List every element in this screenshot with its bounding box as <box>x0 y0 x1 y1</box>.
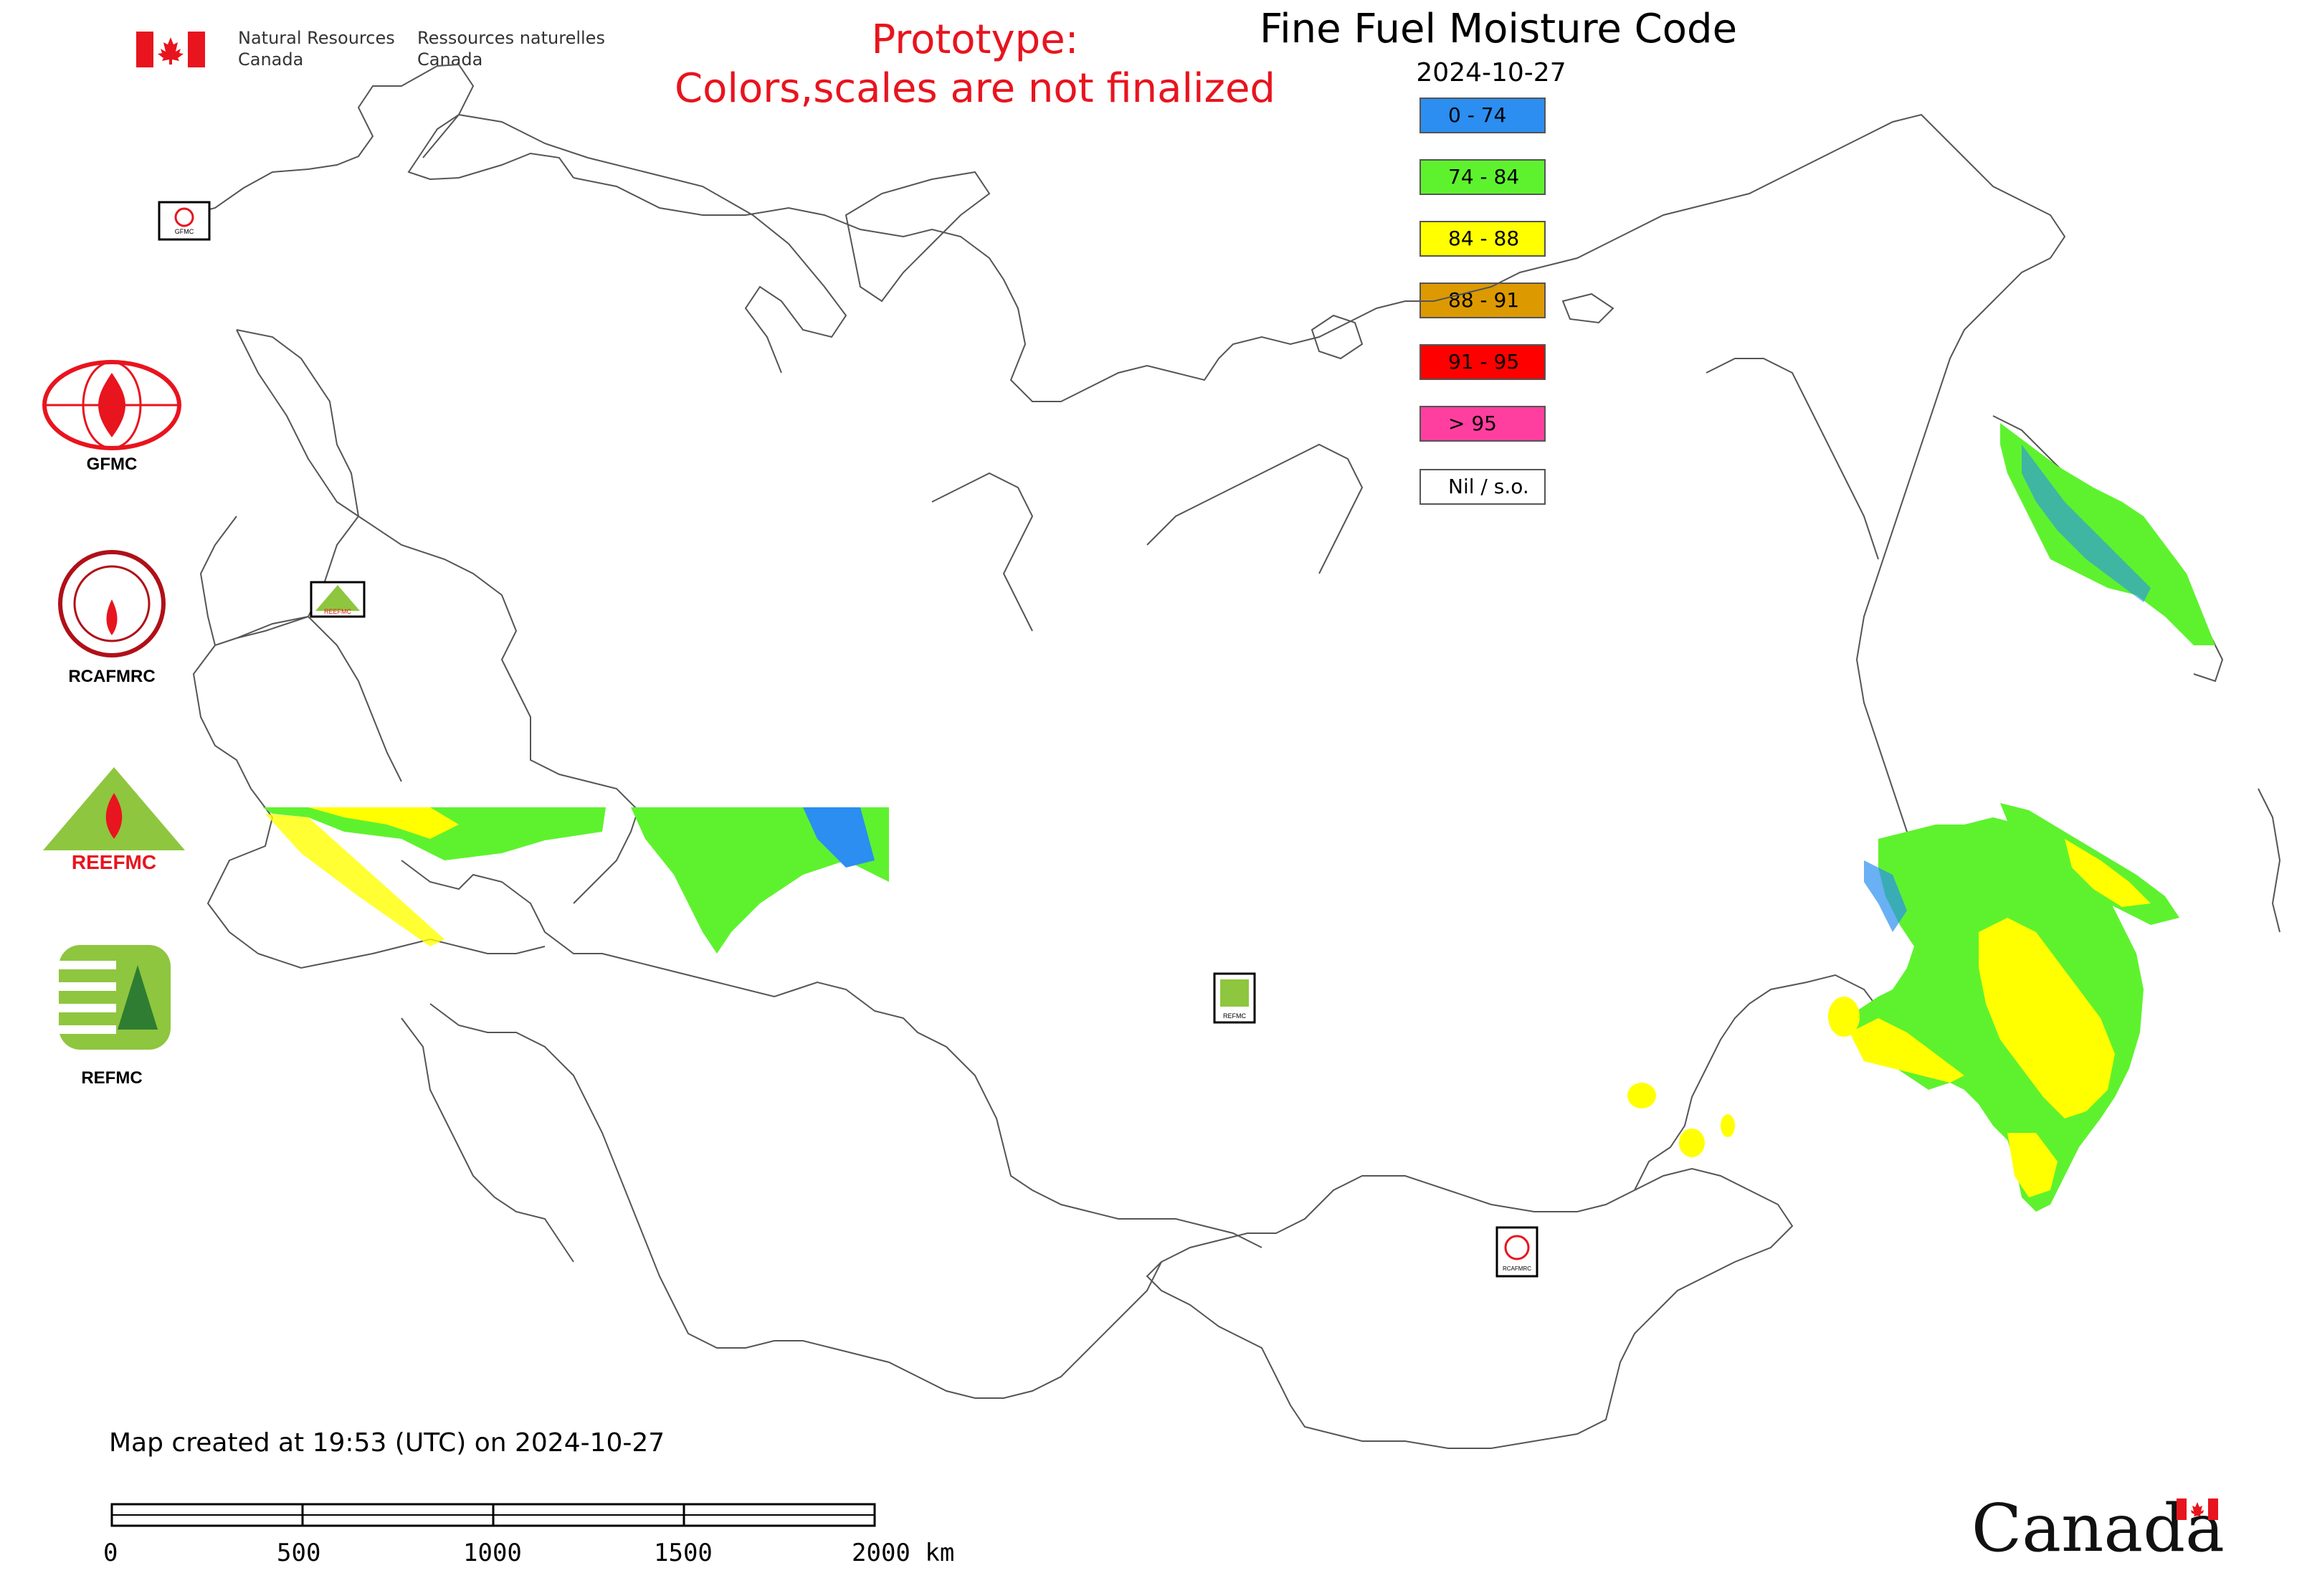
border-russia-kazakhstan <box>401 860 1262 1248</box>
agency-name-fr: Ressources naturelles Canada <box>417 28 605 70</box>
map-title: Fine Fuel Moisture Code <box>1259 6 1738 52</box>
coast-far-east <box>1855 143 2066 875</box>
border-mongolia <box>1146 1167 1794 1449</box>
agency-name-en: Natural Resources Canada <box>238 28 395 70</box>
scale-label-0: 0 <box>103 1539 118 1567</box>
svg-text:GFMC: GFMC <box>175 228 194 235</box>
scale-label-500: 500 <box>277 1539 321 1567</box>
gfmc-logo-label: GFMC <box>86 455 138 474</box>
legend-item: 0 - 74 <box>1419 98 1546 133</box>
legend-item: 74 - 84 <box>1419 159 1546 195</box>
map-marker-rcafmrc: RCAFMRC <box>1495 1226 1538 1278</box>
map-marker-reefmc: REEFMC <box>310 581 366 618</box>
svg-text:REEFMC: REEFMC <box>324 608 352 615</box>
map-created-note: Map created at 19:53 (UTC) on 2024-10-27 <box>109 1428 665 1458</box>
prototype-notice: Prototype: Colors,scales are not finaliz… <box>675 16 1275 112</box>
gfmc-logo-icon <box>42 360 181 450</box>
refmc-logo-icon <box>59 945 171 1050</box>
border-scandinavia <box>167 63 574 223</box>
new-siberian-islands <box>1561 293 1614 324</box>
canada-flag-icon <box>136 32 205 67</box>
legend-item: Nil / s.o. <box>1419 469 1546 505</box>
novaya-zemlya <box>845 171 991 303</box>
severnaya-zemlya <box>1311 314 1364 360</box>
refmc-logo-label: REFMC <box>81 1068 143 1088</box>
legend-item: > 95 <box>1419 406 1546 442</box>
coast-okhotsk <box>1706 358 1879 560</box>
border-baltic <box>192 329 360 954</box>
rcafmrc-logo-label: RCAFMRC <box>68 667 156 686</box>
canada-wordmark-flag-icon <box>2177 1498 2218 1520</box>
coast-arctic <box>573 113 1951 402</box>
border-caspian <box>401 1017 574 1263</box>
scale-bar <box>110 1503 876 1527</box>
border-black-sea <box>257 938 546 969</box>
coast-taymyr <box>1146 443 1364 574</box>
map-marker-refmc: REFMC <box>1213 972 1256 1024</box>
svg-text:REFMC: REFMC <box>1223 1012 1246 1020</box>
border-kola <box>422 113 847 374</box>
coast-yamal <box>931 472 1034 632</box>
legend-item: 91 - 95 <box>1419 344 1546 380</box>
map-marker-gfmc: GFMC <box>158 201 211 241</box>
svg-text:REEFMC: REEFMC <box>72 851 156 872</box>
legend-item: 88 - 91 <box>1419 282 1546 318</box>
border-central-asia <box>429 1003 1162 1399</box>
border-russia-china <box>1634 974 1886 1191</box>
reefmc-logo-icon: REEFMC <box>43 767 185 872</box>
border-europe-inner <box>236 329 639 904</box>
country-borders <box>167 63 2281 1449</box>
legend-item: 84 - 88 <box>1419 221 1546 257</box>
scale-label-2000: 2000 km <box>852 1539 955 1567</box>
scale-label-1000: 1000 <box>463 1539 522 1567</box>
rcafmrc-logo-icon <box>58 550 166 657</box>
ffmc-raster <box>262 423 2215 1212</box>
map-date: 2024-10-27 <box>1416 58 1566 87</box>
border-west <box>199 516 402 782</box>
scale-label-1500: 1500 <box>654 1539 713 1567</box>
sakhalin <box>2258 788 2281 933</box>
svg-text:RCAFMRC: RCAFMRC <box>1503 1265 1531 1272</box>
